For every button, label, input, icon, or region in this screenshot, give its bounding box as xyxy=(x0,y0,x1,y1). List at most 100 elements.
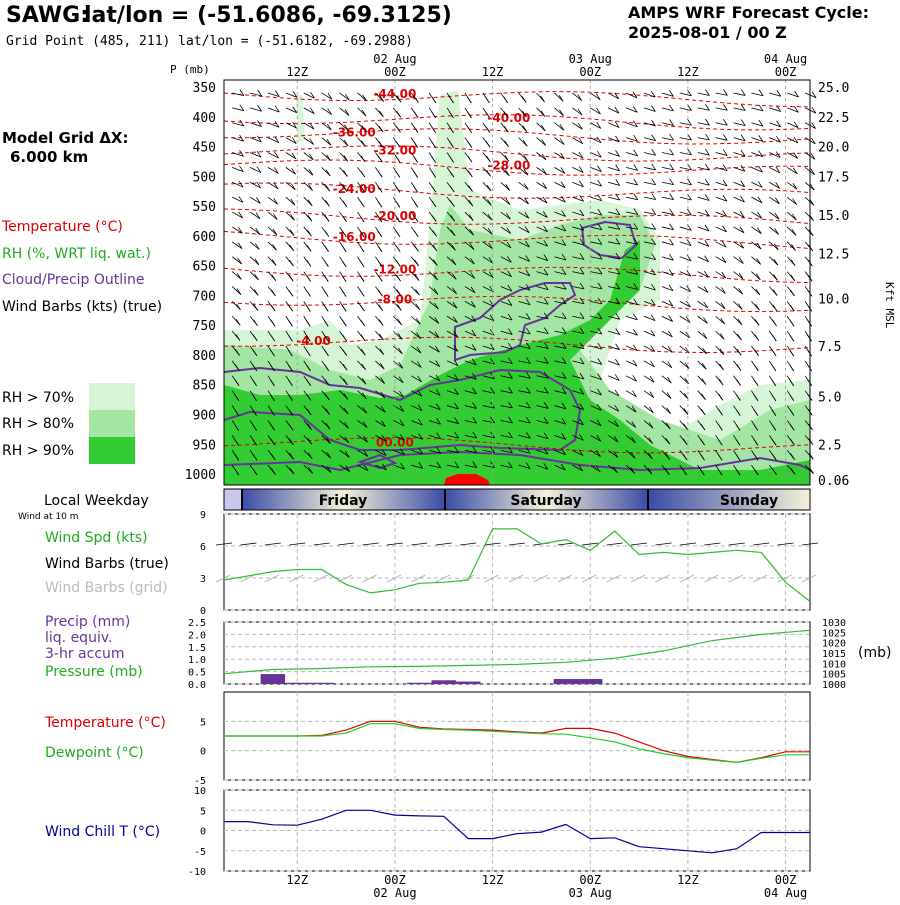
wind-barb xyxy=(554,286,567,290)
wind-barb-flag xyxy=(756,258,761,265)
wind-barb-flag xyxy=(631,405,637,413)
wind-barb-flag xyxy=(305,320,311,327)
wind-barb xyxy=(572,241,585,246)
wind-barb-flag xyxy=(525,447,531,454)
wind-barb-flag xyxy=(325,184,331,192)
wind-barb-flag xyxy=(737,303,743,310)
wind-barb xyxy=(786,226,797,236)
wind-barb-flag xyxy=(630,467,636,474)
wind-barb-flag xyxy=(632,91,638,99)
wind-barb xyxy=(446,434,459,439)
wind-barb-flag xyxy=(561,387,567,394)
wind-barb-flag xyxy=(290,214,295,221)
top-hour-tick: 12Z xyxy=(482,65,504,79)
wind-barb xyxy=(464,345,477,351)
wind-barb-flag xyxy=(292,121,297,129)
wind-barb xyxy=(572,420,584,426)
wind-barb-flag xyxy=(254,258,260,266)
rh80-patch xyxy=(440,240,600,330)
wind-barb-flag xyxy=(289,467,295,475)
wind-barb xyxy=(590,241,603,245)
wind-barb-flag xyxy=(272,213,278,220)
windchill-panel-ytick: 10 xyxy=(194,786,206,797)
wind-barb-flag xyxy=(485,111,490,118)
wind-barb xyxy=(625,166,638,171)
wind-barb-flag xyxy=(434,317,440,324)
wind-barb-flag xyxy=(811,122,816,129)
wind-barb-flag xyxy=(723,104,728,111)
wind-barb-flag xyxy=(703,286,709,293)
wind-barb xyxy=(590,167,602,172)
wind-barb-flag xyxy=(790,468,796,475)
wind-barb xyxy=(536,300,549,305)
wind-barb xyxy=(357,420,368,428)
wind-barb-flag xyxy=(521,96,527,103)
wind-barb-flag xyxy=(378,289,383,297)
wind-barb-flag xyxy=(597,327,603,335)
wind-barb-flag xyxy=(650,314,656,321)
wind-barb xyxy=(804,92,817,99)
wind-barb-flag xyxy=(415,317,421,325)
wind-barb-flag xyxy=(362,94,367,102)
wind-barb-flag xyxy=(490,357,495,365)
wind-barb-flag xyxy=(790,438,795,446)
wind-barb-flag xyxy=(467,155,473,163)
wind-barb xyxy=(554,137,565,145)
wind-barb xyxy=(661,181,674,186)
wind-barb xyxy=(643,271,656,276)
wind-barb xyxy=(608,241,620,245)
wind-barb xyxy=(733,286,743,295)
wind-barb xyxy=(464,271,475,279)
wind-barb-flag xyxy=(471,315,476,322)
sfc-wind-barb xyxy=(606,542,623,546)
wind-barb xyxy=(643,345,655,352)
wind-barb xyxy=(643,435,653,444)
wind-barb xyxy=(446,345,458,352)
wind-barb-flag xyxy=(669,193,674,200)
bottom-hour-tick: 00Z xyxy=(384,873,406,887)
wind-barb-flag xyxy=(274,105,280,113)
wind-barb-flag xyxy=(682,438,688,445)
wind-barb xyxy=(625,286,638,290)
wind-barb-flag xyxy=(418,462,424,469)
wind-barb xyxy=(572,196,584,202)
wind-barb xyxy=(661,300,674,307)
wind-barb xyxy=(393,345,403,355)
wind-barb-flag xyxy=(525,298,531,306)
wind-barb xyxy=(249,256,260,266)
wind-barb xyxy=(357,375,367,385)
wind-barb-flag xyxy=(506,212,511,220)
weekday-bar: Friday Saturday Sunday xyxy=(223,488,811,511)
wind-barb-flag xyxy=(633,328,638,336)
wind-barb-flag xyxy=(288,379,293,387)
wind-barb-flag xyxy=(683,423,688,430)
wind-barb-flag xyxy=(669,223,674,231)
wind-barb-flag xyxy=(664,468,670,475)
wind-barb-flag xyxy=(273,182,279,190)
precip-bar xyxy=(260,674,286,684)
wind-barb xyxy=(428,345,440,353)
wind-barb-flag xyxy=(792,183,798,190)
grid-wind-barb xyxy=(484,574,499,583)
wind-barb-flag xyxy=(362,392,367,399)
wind-barb-flag xyxy=(341,245,347,253)
wind-barb-flag xyxy=(380,406,386,413)
wind-barb-flag xyxy=(525,462,531,469)
height-axis: 25.022.520.017.515.012.510.07.55.02.50.0… xyxy=(818,81,849,489)
wind-barb-flag xyxy=(705,118,710,126)
wind-barb-flag xyxy=(579,418,584,426)
wind-barb-flag xyxy=(772,319,777,327)
cloud-outline xyxy=(580,220,638,260)
wind-barb-flag xyxy=(418,433,423,440)
wind-barb-flag xyxy=(526,416,531,424)
grid-wind-barb xyxy=(313,574,328,583)
wind-barb xyxy=(733,107,746,111)
wind-barb xyxy=(554,449,566,456)
wind-barb-flag xyxy=(454,446,460,454)
wind-barb xyxy=(643,92,656,98)
height-tick: 17.5 xyxy=(818,170,849,185)
wind-barb-flag xyxy=(682,453,688,461)
wind-barb xyxy=(625,449,636,459)
wind-barb-flag xyxy=(436,432,441,439)
wind-barb-flag xyxy=(270,319,276,327)
